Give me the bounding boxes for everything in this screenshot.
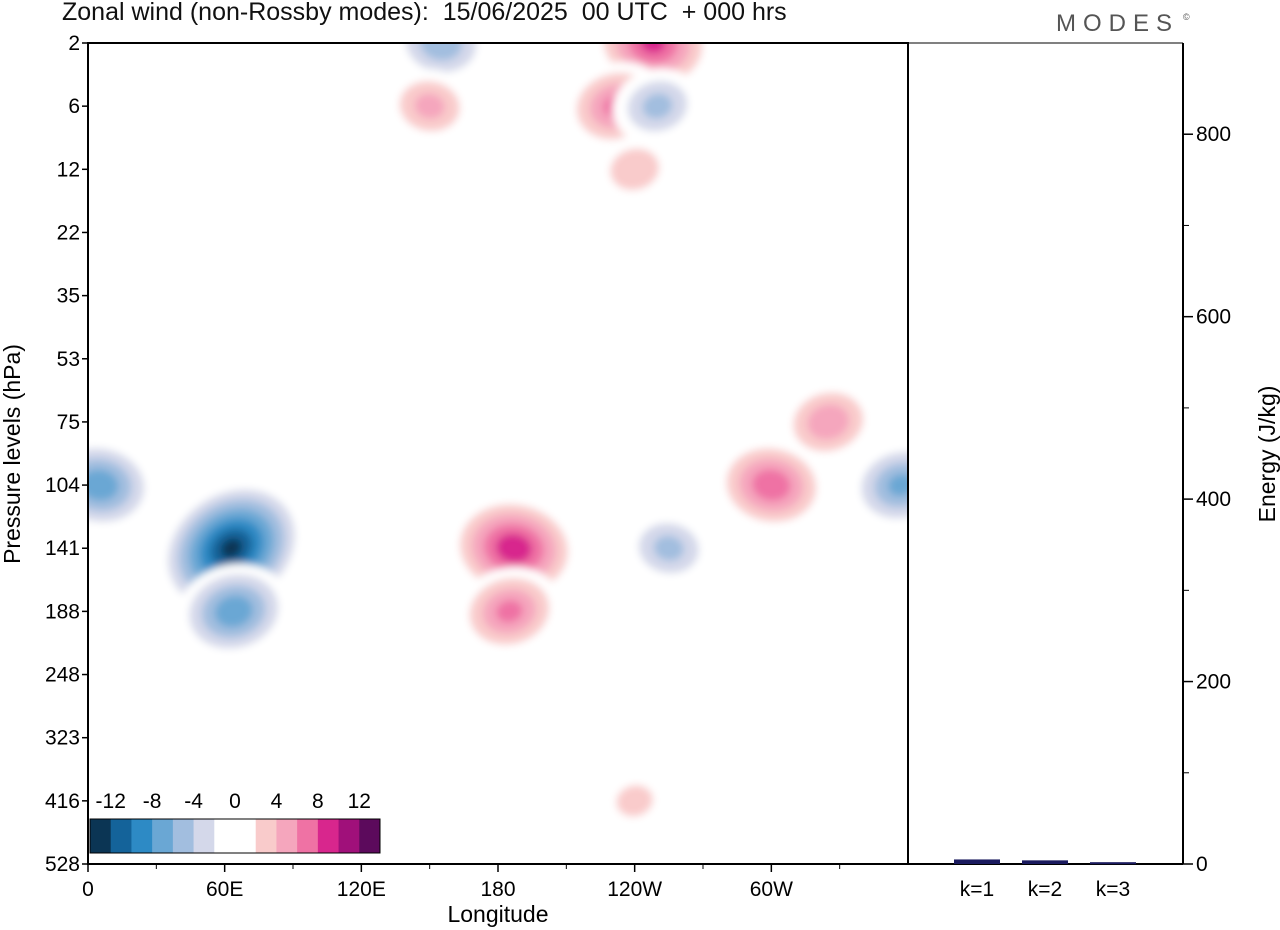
contour-blob xyxy=(752,469,791,501)
brand-copyright-mark: © xyxy=(1183,12,1190,22)
colorbar-swatch xyxy=(172,819,195,853)
colorbar-swatch xyxy=(131,819,153,853)
energy-tick-label: 600 xyxy=(1196,306,1231,329)
colorbar-swatch xyxy=(276,819,298,853)
y-tick-label: 6 xyxy=(68,95,80,118)
contour-blob xyxy=(495,533,532,563)
y-tick-label: 188 xyxy=(45,600,80,623)
colorbar-swatch xyxy=(338,819,360,853)
colorbar-swatch xyxy=(297,819,319,853)
contour-blob xyxy=(640,43,666,54)
energy-category-label: k=3 xyxy=(1096,878,1130,901)
colorbar-label: 4 xyxy=(271,790,283,813)
contour-blob xyxy=(214,595,253,628)
contour-blob xyxy=(642,93,673,119)
contour-blob xyxy=(220,538,243,559)
heatmap-field xyxy=(88,43,908,833)
y-axis-title: Pressure levels (hPa) xyxy=(0,344,25,564)
y-axis: 2 6 12 22 35 53 75 104 141 188 248 323 416 528 xyxy=(45,32,88,876)
y-tick-label: 141 xyxy=(45,537,80,560)
contour-blob xyxy=(653,535,684,561)
y-tick-label: 416 xyxy=(45,790,80,813)
energy-axis: 0 200 400 600 800 xyxy=(1183,123,1231,876)
colorbar-label: -4 xyxy=(184,790,203,813)
colorbar-label: 8 xyxy=(312,790,324,813)
colorbar-label: -12 xyxy=(96,790,126,813)
contour-blob xyxy=(88,469,119,501)
contour-blob xyxy=(616,785,653,817)
x-axis: 0 60E 120E 180 120W 60W xyxy=(82,864,841,901)
colorbar-label: 12 xyxy=(348,790,371,813)
y-tick-label: 104 xyxy=(45,474,80,497)
energy-tick-label: 800 xyxy=(1196,123,1231,146)
energy-category-label: k=2 xyxy=(1028,878,1062,901)
x-tick-label: 180 xyxy=(480,878,515,901)
colorbar-swatch xyxy=(317,819,340,853)
y-tick-label: 248 xyxy=(45,664,80,687)
contour-blob xyxy=(610,148,660,191)
energy-tick-label: 0 xyxy=(1196,853,1208,876)
colorbar-swatch xyxy=(255,819,277,853)
colorbar-swatch xyxy=(152,819,174,853)
energy-bars: k=1 k=2 k=3 xyxy=(954,859,1136,901)
x-tick-label: 60W xyxy=(750,878,793,901)
x-tick-label: 120W xyxy=(607,878,662,901)
colorbar-swatch xyxy=(110,819,132,853)
energy-tick-label: 200 xyxy=(1196,671,1231,694)
colorbar: -12 -8 -4 0 4 8 12 xyxy=(88,780,382,864)
energy-category-label: k=1 xyxy=(960,878,994,901)
y-tick-label: 53 xyxy=(57,348,80,371)
colorbar-swatch xyxy=(214,819,236,853)
colorbar-label: 0 xyxy=(229,790,241,813)
colorbar-swatch xyxy=(193,819,215,853)
energy-axis-title: Energy (J/kg) xyxy=(1254,386,1280,523)
x-tick-label: 60E xyxy=(206,878,243,901)
colorbar-label: -8 xyxy=(143,790,162,813)
y-tick-label: 12 xyxy=(57,158,80,181)
brand-logo: MODES xyxy=(1056,10,1180,37)
colorbar-swatch xyxy=(235,819,257,853)
y-tick-label: 22 xyxy=(57,221,80,244)
y-tick-label: 528 xyxy=(45,853,80,876)
x-axis-title: Longitude xyxy=(447,901,548,927)
x-tick-label: 120E xyxy=(337,878,386,901)
colorbar-frame xyxy=(89,818,381,854)
colorbar-swatch xyxy=(90,819,112,853)
energy-tick-label: 400 xyxy=(1196,488,1231,511)
energy-bar xyxy=(954,859,1000,864)
y-tick-label: 2 xyxy=(68,32,80,55)
contour-blob xyxy=(807,404,850,440)
chart-title: Zonal wind (non-Rossby modes): 15/06/202… xyxy=(62,0,787,26)
y-tick-label: 35 xyxy=(57,285,80,308)
colorbar-swatch xyxy=(359,819,381,853)
energy-bar xyxy=(1090,862,1136,865)
contour-blob xyxy=(414,93,445,119)
y-tick-label: 75 xyxy=(57,411,80,434)
contour-blob xyxy=(615,43,690,74)
contour-blob xyxy=(496,600,523,623)
y-tick-label: 323 xyxy=(45,727,80,750)
contour-blob xyxy=(123,267,189,324)
x-tick-label: 0 xyxy=(82,878,94,901)
energy-bar xyxy=(1022,860,1068,864)
